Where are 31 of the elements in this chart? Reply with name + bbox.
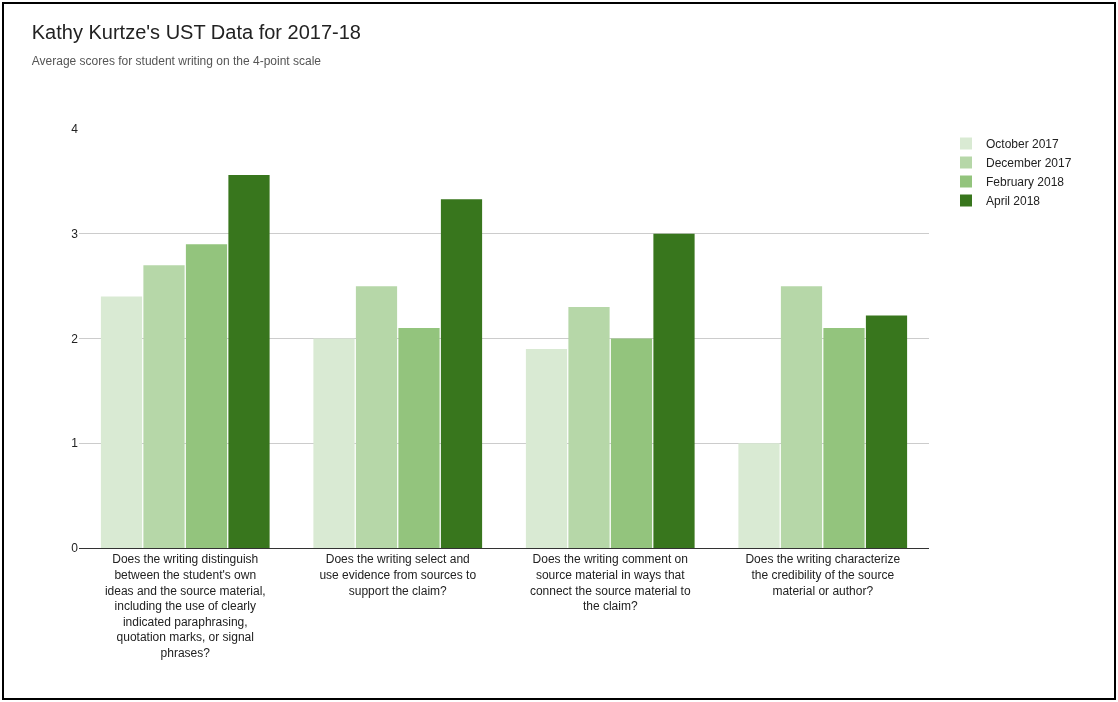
bar [355, 286, 398, 548]
bar [738, 443, 780, 548]
bar [525, 348, 568, 548]
bar [398, 328, 440, 548]
bar [610, 338, 653, 548]
y-tick-label: 3 [71, 226, 79, 241]
x-tick-label: Does the writing select and use evidence from sources to support the claim? [319, 552, 477, 598]
legend-label: February 2018 [986, 175, 1065, 190]
bar [780, 286, 823, 548]
bar [568, 307, 610, 548]
bar [865, 315, 908, 548]
y-tick-label: 2 [71, 331, 79, 346]
bar [185, 244, 228, 548]
y-tick-label: 1 [71, 436, 79, 451]
y-tick-label: 4 [71, 122, 79, 137]
bar [143, 265, 185, 548]
x-tick-label: Does the writing comment on source material in ways that connect the source material to the claim? [529, 552, 691, 614]
x-tick-label: Does the writing distinguish between the student's own ideas and the source material, including the use of clearly indicated paraphrasing, quotation marks, or signal phrases? [104, 552, 266, 660]
bar [228, 175, 270, 548]
bar [313, 338, 355, 548]
x-tick-label: Does the writing characterize the credibility of the source material or author? [745, 552, 901, 598]
bar [440, 199, 483, 548]
chart-subtitle: Average scores for student writing on the 4-point scale [31, 53, 322, 68]
bar [653, 233, 695, 548]
legend-label: October 2017 [986, 137, 1060, 152]
legend-label: April 2018 [986, 194, 1041, 209]
bar [823, 328, 865, 548]
legend-label: December 2017 [986, 156, 1072, 171]
bar [100, 296, 143, 548]
y-tick-label: 0 [71, 541, 79, 556]
chart-title: Kathy Kurtze's UST Data for 2017-18 [31, 20, 361, 43]
